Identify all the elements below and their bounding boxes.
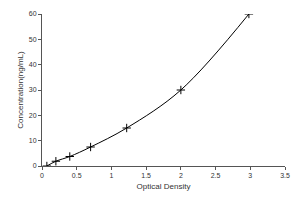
svg-text:30: 30 — [29, 86, 37, 93]
svg-text:20: 20 — [29, 112, 37, 119]
svg-text:0: 0 — [33, 162, 37, 169]
svg-text:60: 60 — [29, 10, 37, 17]
svg-text:Optical Density: Optical Density — [137, 182, 191, 191]
svg-text:2.5: 2.5 — [211, 172, 221, 179]
svg-text:Concentration(ng/mL): Concentration(ng/mL) — [16, 51, 25, 129]
svg-text:3.5: 3.5 — [280, 172, 290, 179]
svg-text:40: 40 — [29, 61, 37, 68]
svg-text:0.5: 0.5 — [72, 172, 82, 179]
svg-text:10: 10 — [29, 137, 37, 144]
svg-text:50: 50 — [29, 36, 37, 43]
svg-text:1: 1 — [109, 172, 113, 179]
svg-text:0: 0 — [40, 172, 44, 179]
svg-text:3: 3 — [248, 172, 252, 179]
svg-text:2: 2 — [179, 172, 183, 179]
svg-text:1.5: 1.5 — [141, 172, 151, 179]
